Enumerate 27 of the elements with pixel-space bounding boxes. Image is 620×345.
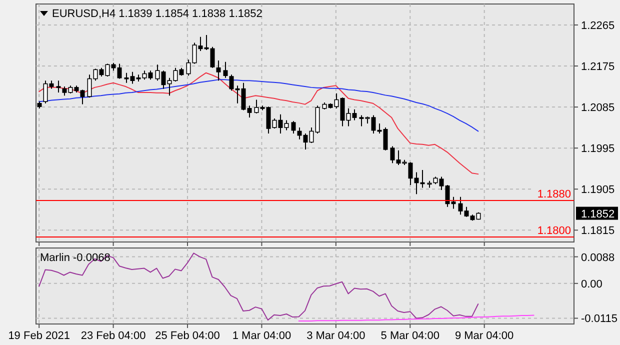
ref-line-label: 1.1800 bbox=[537, 224, 571, 237]
x-tick-label: 3 Mar 04:00 bbox=[306, 330, 366, 342]
line-series bbox=[38, 252, 479, 321]
x-tick-label: 23 Feb 04:00 bbox=[80, 330, 146, 342]
y-tick-label: 1.1995 bbox=[581, 143, 615, 156]
x-tick-label: 25 Feb 04:00 bbox=[155, 330, 220, 342]
y-tick-label: 0.0088 bbox=[581, 252, 615, 264]
y-tick-label: 1.1905 bbox=[581, 184, 615, 196]
line-series bbox=[38, 72, 479, 175]
y-tick-label: 1.1815 bbox=[581, 225, 615, 238]
chart-title: EURUSD,H4 1.1839 1.1854 1.1838 1.1852 bbox=[52, 8, 262, 20]
x-tick-label: 9 Mar 04:00 bbox=[454, 330, 514, 342]
candlestick bbox=[216, 60, 221, 82]
candlestick bbox=[56, 80, 61, 93]
y-tick-label: 1.2265 bbox=[581, 20, 615, 32]
y-tick-label: 1.2085 bbox=[581, 102, 615, 114]
candlestick bbox=[291, 120, 296, 134]
x-tick-label: 19 Feb 2021 bbox=[8, 330, 70, 342]
line-series bbox=[38, 79, 479, 132]
y-tick-label: 0.00 bbox=[581, 278, 602, 290]
ref-line-label: 1.1880 bbox=[537, 188, 571, 201]
x-tick-label: 5 Mar 04:00 bbox=[380, 330, 440, 342]
y-tick-label: 1.2175 bbox=[581, 61, 615, 74]
candlestick bbox=[223, 61, 228, 78]
x-tick-label: 1 Mar 04:00 bbox=[232, 330, 292, 342]
annotation: 1.1852 bbox=[581, 208, 615, 220]
y-tick-label: -0.0115 bbox=[581, 313, 618, 326]
